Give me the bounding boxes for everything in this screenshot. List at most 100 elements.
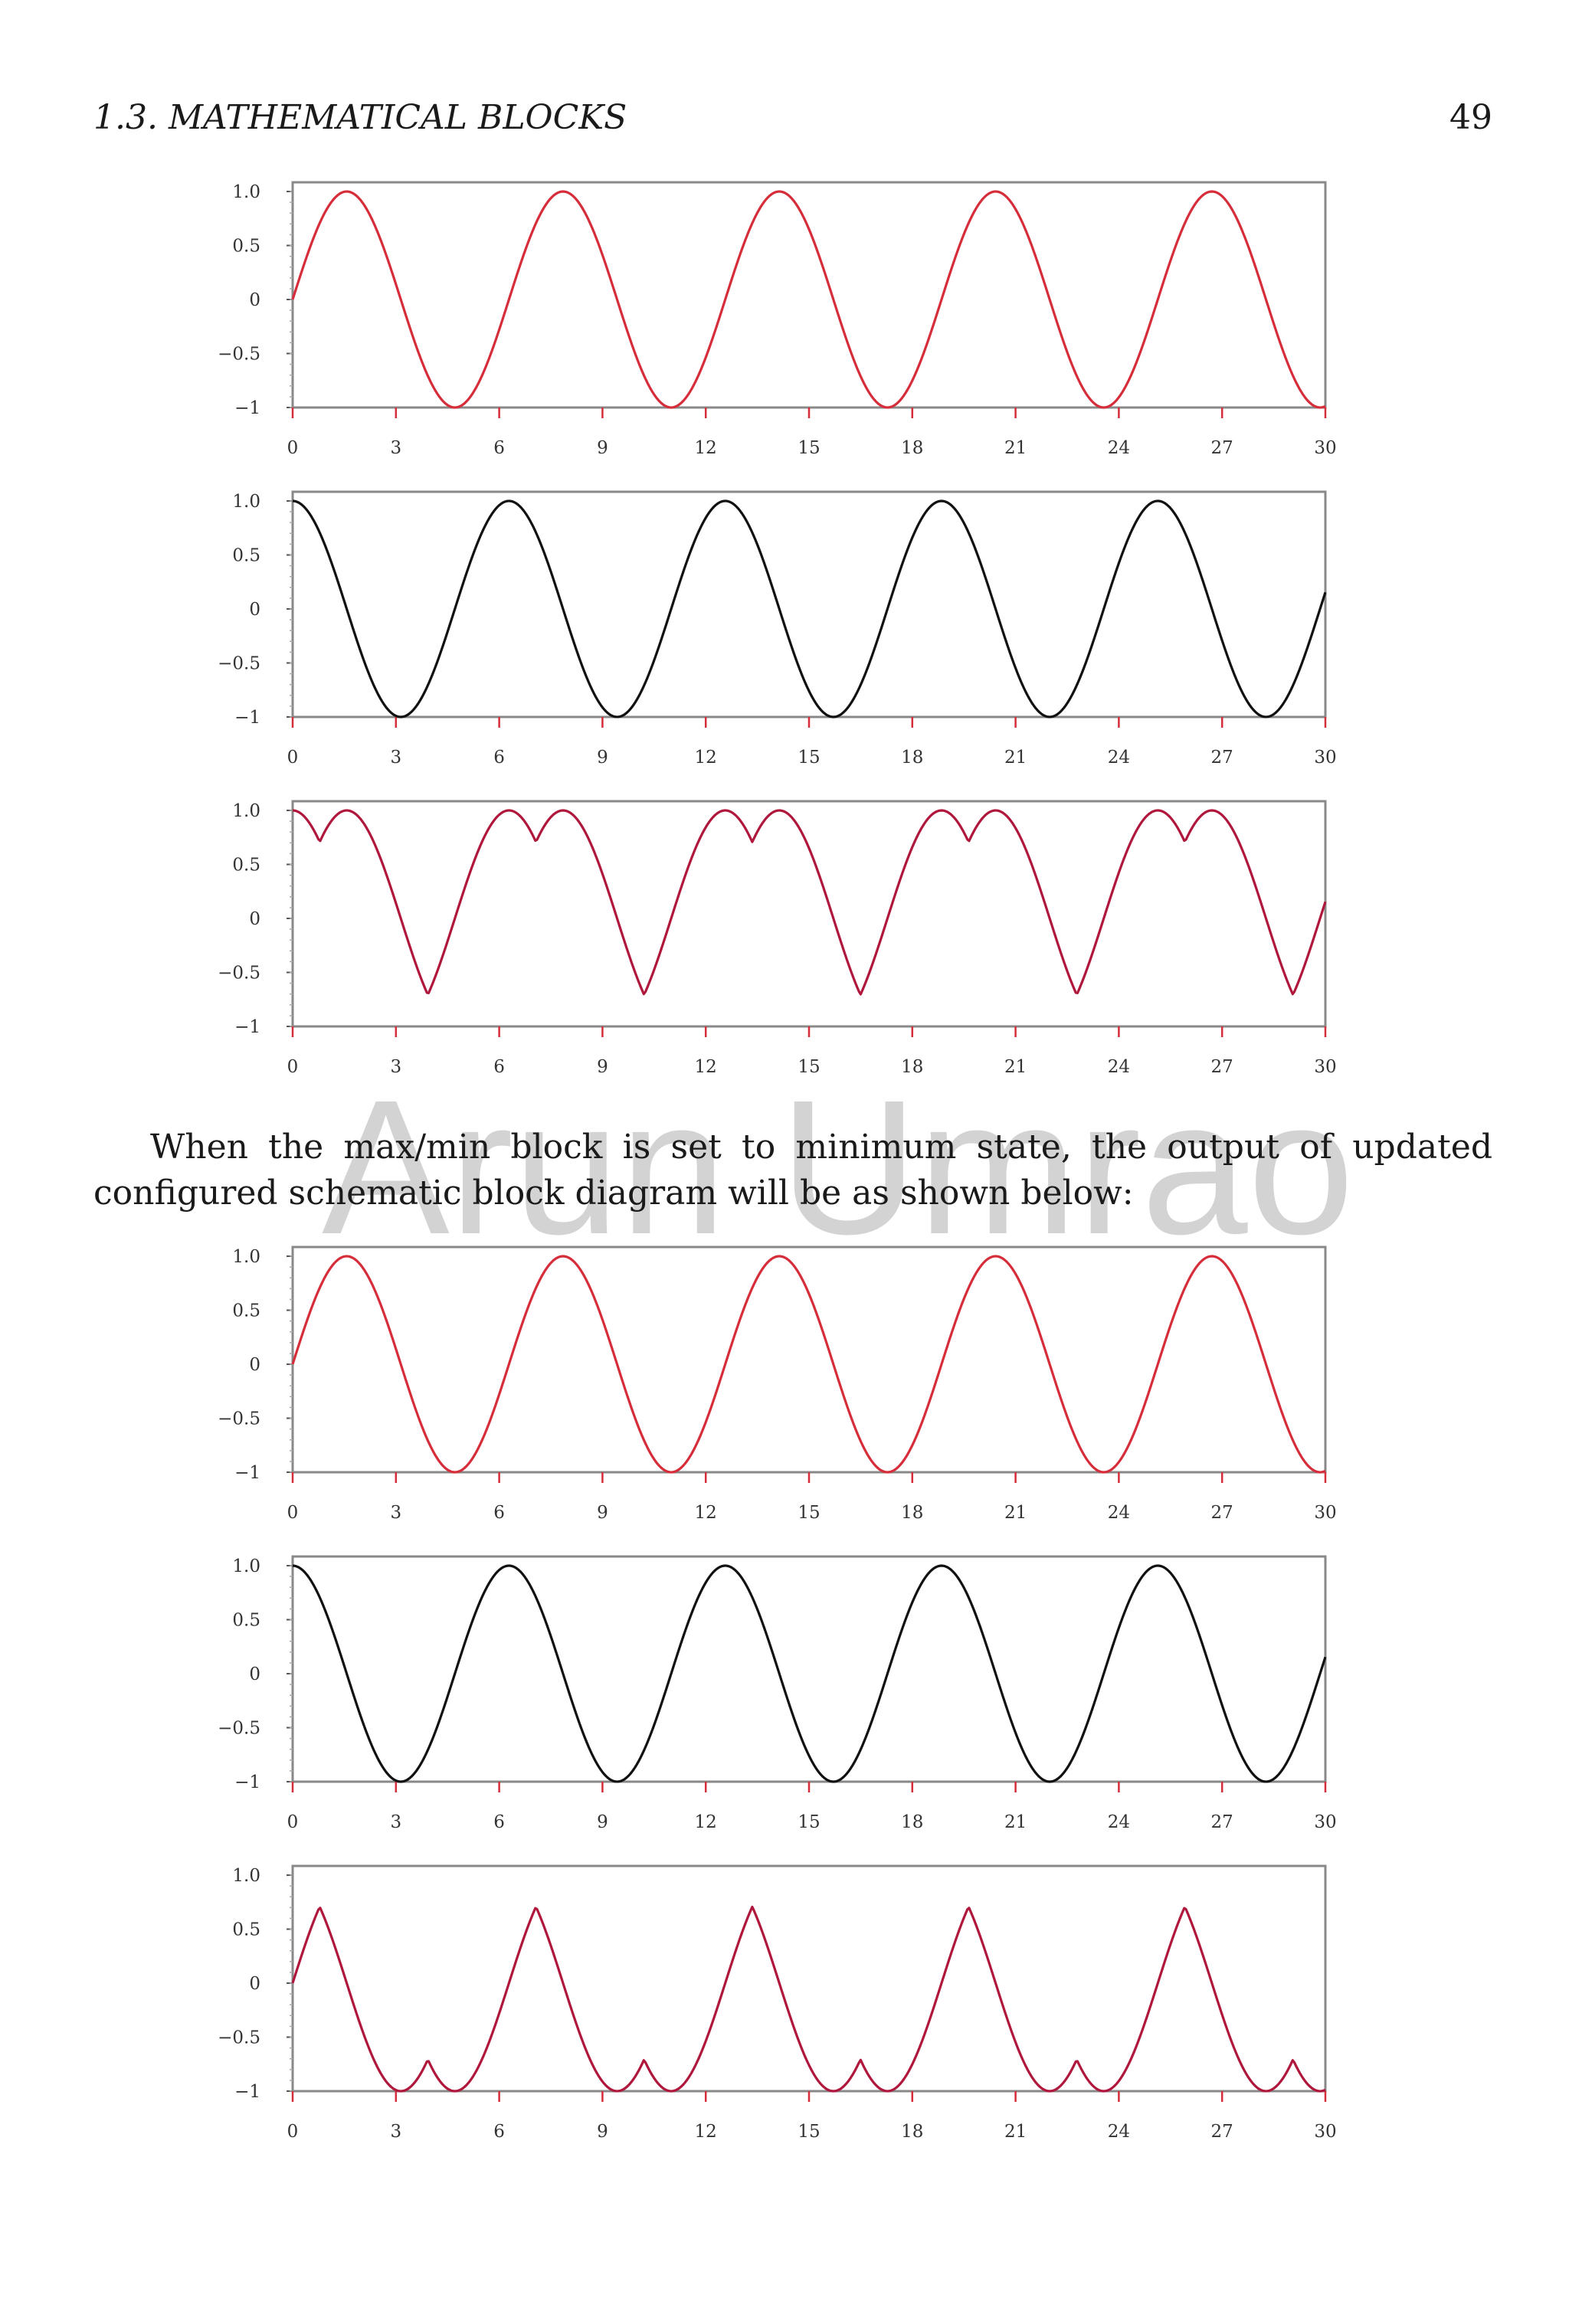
y-tick-label: 0 <box>249 1974 260 1994</box>
x-tick-label: 9 <box>597 2122 608 2142</box>
x-tick-label: 18 <box>901 1503 923 1523</box>
plot-sin-2: 1.0 0.5 0 −0.5 −1 0 3 6 9 12 15 18 21 24 27 30 <box>176 1242 1348 1549</box>
y-tick-label: 0 <box>249 290 260 310</box>
x-tick-label: 6 <box>493 1503 505 1523</box>
x-tick-label: 15 <box>798 1812 820 1832</box>
series-line <box>292 809 1327 996</box>
x-tick-label: 6 <box>493 748 505 768</box>
x-tick-label: 12 <box>695 438 717 458</box>
x-tick-label: 12 <box>695 2122 717 2142</box>
running-head: 1.3. MATHEMATICAL BLOCKS <box>93 98 627 137</box>
x-tick-label: 9 <box>597 748 608 768</box>
x-tick-label: 15 <box>798 1503 820 1523</box>
x-tick-label: 12 <box>695 1503 717 1523</box>
x-tick-label: 27 <box>1211 1057 1233 1077</box>
series-line <box>291 1255 1326 1474</box>
y-tick-label: 1.0 <box>232 1866 260 1886</box>
x-tick-label: 30 <box>1314 1503 1336 1523</box>
x-tick-label: 30 <box>1314 438 1336 458</box>
y-tick-label: 1.0 <box>232 1247 260 1267</box>
x-tick-label: 0 <box>287 2122 299 2142</box>
x-tick-label: 15 <box>798 748 820 768</box>
y-tick-label: 1.0 <box>232 182 260 202</box>
y-tick-label: 1.0 <box>232 1556 260 1576</box>
x-tick-label: 15 <box>798 1057 820 1077</box>
plot-cos-2: 1.0 0.5 0 −0.5 −1 0 3 6 9 12 15 18 21 24 27 30 <box>176 1552 1348 1858</box>
x-tick-label: 9 <box>597 1057 608 1077</box>
page-number: 49 <box>1449 98 1492 137</box>
y-tick-label: 0.5 <box>232 237 260 257</box>
x-tick-label: 27 <box>1211 1812 1233 1832</box>
y-tick-label: 0 <box>249 1664 260 1684</box>
x-tick-label: 6 <box>493 438 505 458</box>
plot-frame <box>291 1245 1327 1474</box>
plot-sin-1: 1.0 0.5 0 −0.5 −1 0 3 6 9 12 15 18 21 24 27 30 <box>176 178 1348 484</box>
y-tick-label: 0.5 <box>232 1301 260 1321</box>
x-tick-label: 12 <box>695 748 717 768</box>
x-tick-label: 24 <box>1108 2122 1130 2142</box>
y-tick-label: −0.5 <box>218 1409 260 1429</box>
series-line <box>291 190 1326 409</box>
x-tick-label: 21 <box>1004 1057 1027 1077</box>
x-tick-label: 3 <box>390 1503 401 1523</box>
y-tick-label: −1 <box>234 1463 260 1483</box>
x-tick-label: 9 <box>597 1812 608 1832</box>
x-tick-label: 24 <box>1108 748 1130 768</box>
plot-frame <box>291 1864 1327 2093</box>
x-tick-label: 3 <box>390 1057 401 1077</box>
x-tick-label: 3 <box>390 438 401 458</box>
x-tick-label: 18 <box>901 438 923 458</box>
y-tick-label: 0.5 <box>232 1920 260 1940</box>
series-line <box>291 1905 1326 2093</box>
x-tick-label: 12 <box>695 1812 717 1832</box>
x-tick-label: 6 <box>493 1812 505 1832</box>
x-tick-label: 18 <box>901 1812 923 1832</box>
x-tick-label: 27 <box>1211 748 1233 768</box>
y-tick-label: 0.5 <box>232 1611 260 1631</box>
x-tick-label: 3 <box>390 748 401 768</box>
x-tick-label: 15 <box>798 438 820 458</box>
x-tick-label: 0 <box>287 748 299 768</box>
x-tick-label: 18 <box>901 2122 923 2142</box>
x-tick-label: 0 <box>287 1812 299 1832</box>
y-tick-label: −1 <box>234 1017 260 1037</box>
y-tick-label: −1 <box>234 2082 260 2102</box>
y-tick-label: −1 <box>234 398 260 418</box>
x-tick-label: 0 <box>287 438 299 458</box>
y-tick-label: −0.5 <box>218 345 260 365</box>
x-tick-label: 9 <box>597 438 608 458</box>
x-tick-label: 0 <box>287 1057 299 1077</box>
series-line <box>292 499 1327 718</box>
x-tick-label: 21 <box>1004 2122 1027 2142</box>
x-tick-label: 21 <box>1004 1812 1027 1832</box>
plot-cos-1: 1.0 0.5 0 −0.5 −1 0 3 6 9 12 15 18 21 24 27 30 <box>176 487 1348 794</box>
x-tick-label: 24 <box>1108 1812 1130 1832</box>
y-tick-label: 1.0 <box>232 801 260 821</box>
series-line <box>292 1564 1327 1783</box>
x-tick-label: 21 <box>1004 1503 1027 1523</box>
y-tick-label: 0 <box>249 1355 260 1375</box>
plot-frame <box>291 490 1327 718</box>
x-tick-label: 21 <box>1004 748 1027 768</box>
y-tick-label: −0.5 <box>218 964 260 984</box>
y-tick-label: −1 <box>234 708 260 728</box>
y-tick-label: 0 <box>249 600 260 620</box>
x-tick-label: 6 <box>493 2122 505 2142</box>
plot-frame <box>291 800 1327 1028</box>
y-tick-label: 1.0 <box>232 492 260 512</box>
x-tick-label: 18 <box>901 748 923 768</box>
y-tick-label: −0.5 <box>218 654 260 674</box>
x-tick-label: 24 <box>1108 438 1130 458</box>
x-tick-label: 18 <box>901 1057 923 1077</box>
x-tick-label: 24 <box>1108 1503 1130 1523</box>
x-tick-label: 30 <box>1314 748 1336 768</box>
x-tick-label: 3 <box>390 1812 401 1832</box>
x-tick-label: 0 <box>287 1503 299 1523</box>
plot-frame <box>291 181 1327 409</box>
x-tick-label: 30 <box>1314 1812 1336 1832</box>
plot-min-output: 1.0 0.5 0 −0.5 −1 0 3 6 9 12 15 18 21 24 27 30 <box>176 1861 1348 2168</box>
y-tick-label: 0.5 <box>232 856 260 876</box>
body-paragraph: When the max/min block is set to minimum… <box>93 1128 1492 1213</box>
x-tick-label: 30 <box>1314 1057 1336 1077</box>
plot-frame <box>291 1555 1327 1783</box>
